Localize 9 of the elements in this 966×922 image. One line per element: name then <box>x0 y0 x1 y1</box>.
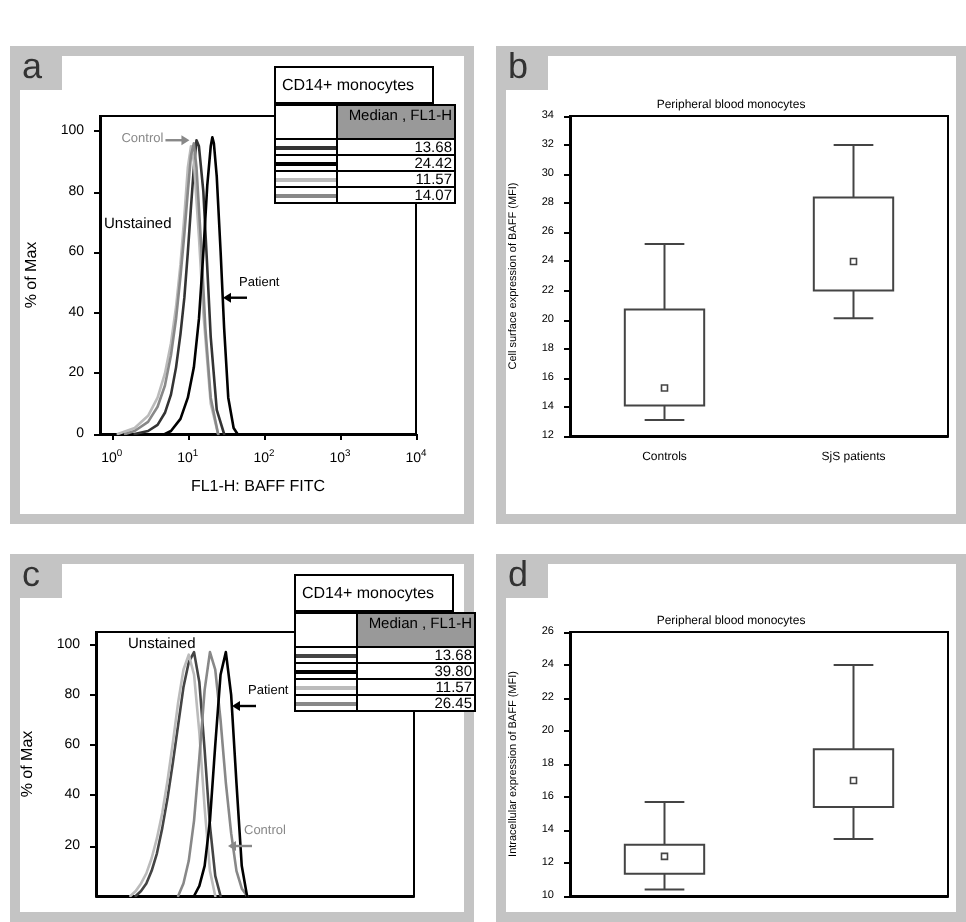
y-axis-title: % of Max <box>21 241 40 309</box>
text: c <box>10 554 62 598</box>
legend-title: CD14+ monocytes <box>274 66 434 104</box>
text: b <box>496 46 548 90</box>
legend-title: CD14+ monocytes <box>294 574 454 612</box>
text: d <box>496 554 548 598</box>
text: a <box>10 46 62 90</box>
y-axis-title: % of Max <box>17 730 36 798</box>
x-axis-title: FL1-H: BAFF FITC <box>190 477 326 495</box>
